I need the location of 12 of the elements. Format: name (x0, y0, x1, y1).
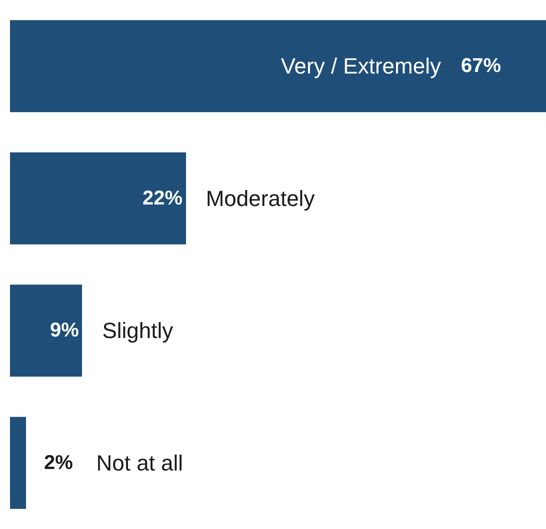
y-tick-label: Very / Extremely (280, 54, 441, 79)
data-label: 9% (50, 320, 80, 342)
bar (10, 284, 82, 377)
y-tick-label: Slightly (102, 318, 174, 344)
y-tick-label: Moderately (206, 186, 315, 211)
data-label: 67% (460, 55, 502, 78)
bar (10, 20, 546, 112)
bar (10, 416, 26, 509)
y-tick-label: Not at all (96, 450, 184, 476)
data-label: 2% (44, 452, 74, 474)
data-label: 22% (142, 187, 183, 210)
bar (10, 152, 186, 244)
